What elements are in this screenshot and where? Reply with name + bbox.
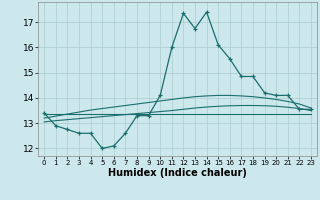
X-axis label: Humidex (Indice chaleur): Humidex (Indice chaleur) bbox=[108, 168, 247, 178]
